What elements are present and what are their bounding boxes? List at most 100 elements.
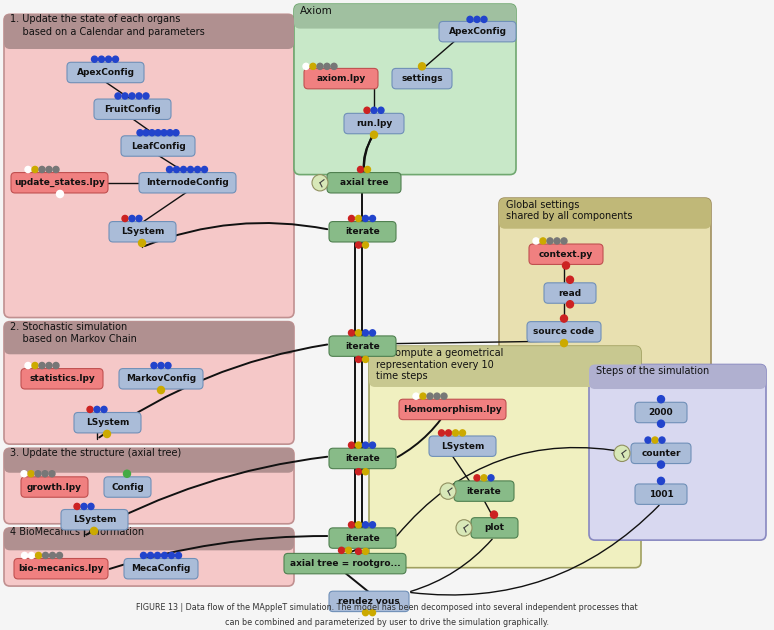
Text: plot: plot [485,524,505,532]
FancyBboxPatch shape [369,346,641,387]
Circle shape [439,430,444,436]
Circle shape [362,469,368,475]
Circle shape [453,430,458,436]
FancyBboxPatch shape [327,173,401,193]
Circle shape [43,553,49,559]
Circle shape [355,469,361,475]
Circle shape [310,63,316,69]
Text: read: read [558,289,581,297]
Text: shared by all components: shared by all components [506,210,632,220]
Circle shape [151,362,157,369]
Circle shape [540,238,546,244]
Text: context.py: context.py [539,249,593,259]
Text: 5. Compute a geometrical: 5. Compute a geometrical [376,348,503,358]
Text: Global settings: Global settings [506,200,580,210]
Circle shape [115,93,121,99]
FancyBboxPatch shape [527,322,601,342]
FancyBboxPatch shape [329,336,396,357]
Text: axiom.lpy: axiom.lpy [317,74,365,83]
FancyBboxPatch shape [104,477,151,497]
Circle shape [547,238,553,244]
Circle shape [94,406,100,413]
Circle shape [338,547,344,553]
FancyArrowPatch shape [87,457,327,535]
Circle shape [46,362,52,369]
Circle shape [105,56,111,62]
Circle shape [122,215,128,222]
Text: time steps: time steps [376,371,427,381]
Text: source code: source code [533,328,594,336]
Circle shape [317,63,323,69]
Circle shape [659,437,665,443]
Circle shape [324,63,330,69]
Circle shape [362,329,368,336]
Circle shape [39,362,45,369]
Circle shape [657,461,665,468]
Circle shape [491,511,498,518]
Circle shape [91,527,98,534]
FancyBboxPatch shape [329,591,409,612]
Circle shape [148,553,153,559]
Circle shape [371,131,378,139]
Text: FIGURE 13 | Data flow of the MAppleT simulation. The model has been decomposed i: FIGURE 13 | Data flow of the MAppleT sim… [136,603,638,612]
Circle shape [157,386,165,394]
Text: growth.lpy: growth.lpy [27,483,82,491]
Text: counter: counter [641,449,681,458]
Circle shape [355,522,361,528]
Circle shape [362,242,368,248]
Circle shape [419,63,426,70]
Text: LSystem: LSystem [441,442,485,450]
Circle shape [53,362,59,369]
FancyBboxPatch shape [454,481,514,501]
Circle shape [87,406,93,413]
Circle shape [440,483,456,500]
Circle shape [567,301,574,308]
FancyArrowPatch shape [145,223,327,246]
FancyBboxPatch shape [471,518,518,538]
Circle shape [345,547,351,553]
Circle shape [88,503,94,510]
FancyBboxPatch shape [21,477,88,497]
Text: Homomorphism.lpy: Homomorphism.lpy [403,405,502,414]
Circle shape [57,190,63,198]
FancyBboxPatch shape [21,369,103,389]
Circle shape [362,610,368,616]
Circle shape [176,553,181,559]
Circle shape [158,362,164,369]
Circle shape [364,107,370,113]
Circle shape [173,166,180,173]
Text: iterate: iterate [467,486,502,496]
Circle shape [481,16,487,23]
Text: 2000: 2000 [649,408,673,417]
Circle shape [348,215,354,222]
Circle shape [563,262,570,269]
FancyBboxPatch shape [14,559,108,579]
Circle shape [413,393,419,399]
Circle shape [312,175,328,191]
Circle shape [533,238,539,244]
Circle shape [488,475,494,481]
Circle shape [355,215,361,222]
Circle shape [348,442,354,448]
Circle shape [35,471,41,477]
FancyBboxPatch shape [4,528,294,551]
Circle shape [57,553,63,559]
Circle shape [371,107,377,113]
Text: iterate: iterate [345,341,380,351]
FancyBboxPatch shape [294,4,516,28]
Text: settings: settings [401,74,443,83]
Circle shape [427,393,433,399]
Text: LSystem: LSystem [86,418,129,427]
Circle shape [446,430,451,436]
Circle shape [180,166,187,173]
Circle shape [129,93,135,99]
FancyBboxPatch shape [499,198,711,372]
Circle shape [614,445,630,462]
Circle shape [50,553,56,559]
FancyBboxPatch shape [109,222,176,242]
FancyArrowPatch shape [364,135,372,171]
Text: based on Markov Chain: based on Markov Chain [10,334,137,344]
FancyBboxPatch shape [529,244,603,265]
FancyBboxPatch shape [635,484,687,505]
FancyBboxPatch shape [4,14,294,49]
